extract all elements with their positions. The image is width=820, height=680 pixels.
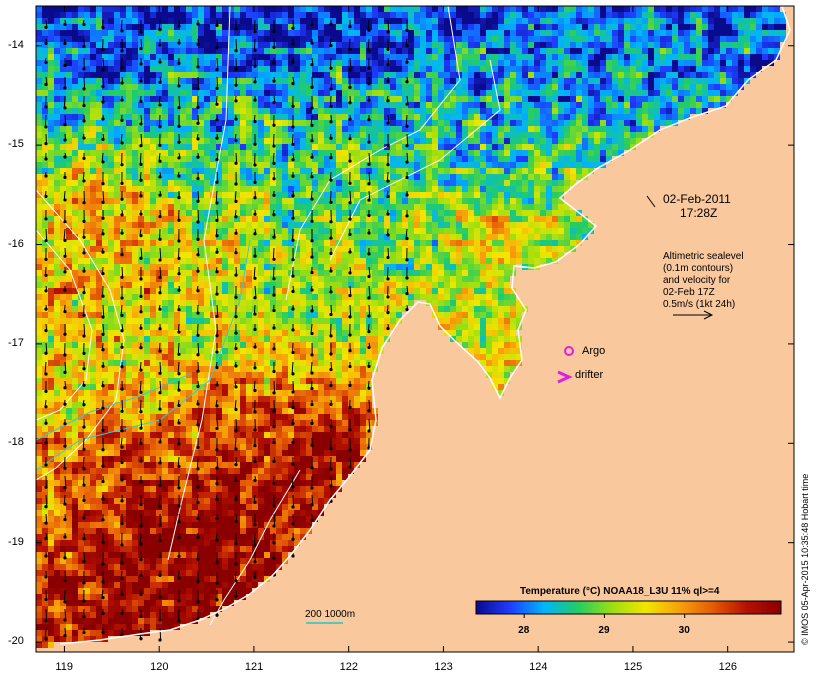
lat-tick-label: -15 xyxy=(8,138,24,151)
colorbar xyxy=(475,600,782,615)
colorbar-tick-label: 28 xyxy=(518,625,530,636)
overlay-info-line: 02-Feb 17Z xyxy=(663,287,715,298)
colorbar-tick-label: 30 xyxy=(678,625,690,636)
map-time: 17:28Z xyxy=(680,206,718,220)
lon-tick-label: 125 xyxy=(623,661,643,673)
overlay-info-line: (0.1m contours) xyxy=(663,263,734,274)
depth-contour xyxy=(36,373,191,441)
lon-tick-label: 121 xyxy=(244,661,264,673)
coastline xyxy=(59,6,791,645)
lon-tick-label: 120 xyxy=(150,661,169,673)
overlay-info-line: Altimetric sealevel xyxy=(663,251,744,262)
colorbar-title: Temperature (°C) NOAA18_L3U 11% ql>=4 xyxy=(520,586,720,597)
colorbar-tick-label: 29 xyxy=(598,625,610,636)
lat-tick-label: -14 xyxy=(8,38,24,51)
sealevel-contour xyxy=(36,189,125,481)
argo-marker-icon xyxy=(564,346,574,356)
drifter-marker-icon xyxy=(557,370,573,384)
axis-ticks xyxy=(36,6,794,652)
lat-tick-label: -18 xyxy=(8,436,24,449)
lon-tick-label: 124 xyxy=(529,661,548,673)
sst-pixels xyxy=(36,6,786,648)
lon-tick-label: 122 xyxy=(339,661,359,673)
map-frame xyxy=(35,5,795,653)
lat-tick-label: -19 xyxy=(8,535,24,548)
time-pointer xyxy=(646,195,656,208)
overlay-info: Altimetric sealevel (0.1m contours) and … xyxy=(663,251,744,311)
depth-legend-label: 200 1000m xyxy=(305,609,356,620)
lon-tick-label: 126 xyxy=(718,661,738,673)
sealevel-contour xyxy=(285,6,461,301)
lat-tick-label: -20 xyxy=(8,635,24,648)
map-date: 02-Feb-2011 xyxy=(663,192,731,206)
argo-label: Argo xyxy=(582,345,606,357)
copyright-notice: © IMOS 05-Apr-2015 10:35:48 Hobart time xyxy=(800,473,810,645)
lat-tick-label: -16 xyxy=(8,237,24,250)
scale-arrow-head xyxy=(703,310,714,320)
sealevel-contour xyxy=(209,469,301,626)
velocity-arrows xyxy=(44,19,409,642)
overlay-info-line: 0.5m/s (1kt 24h) xyxy=(663,299,736,310)
lon-tick-label: 123 xyxy=(434,661,453,673)
sealevel-contour xyxy=(167,6,231,561)
overlay-info-line: and velocity for xyxy=(663,275,731,286)
lon-tick-label: 119 xyxy=(55,661,73,673)
sealevel-contour xyxy=(36,229,93,421)
lat-tick-label: -17 xyxy=(8,336,24,349)
colorbar-ticks xyxy=(523,614,686,618)
drifter-label: drifter xyxy=(575,369,604,381)
